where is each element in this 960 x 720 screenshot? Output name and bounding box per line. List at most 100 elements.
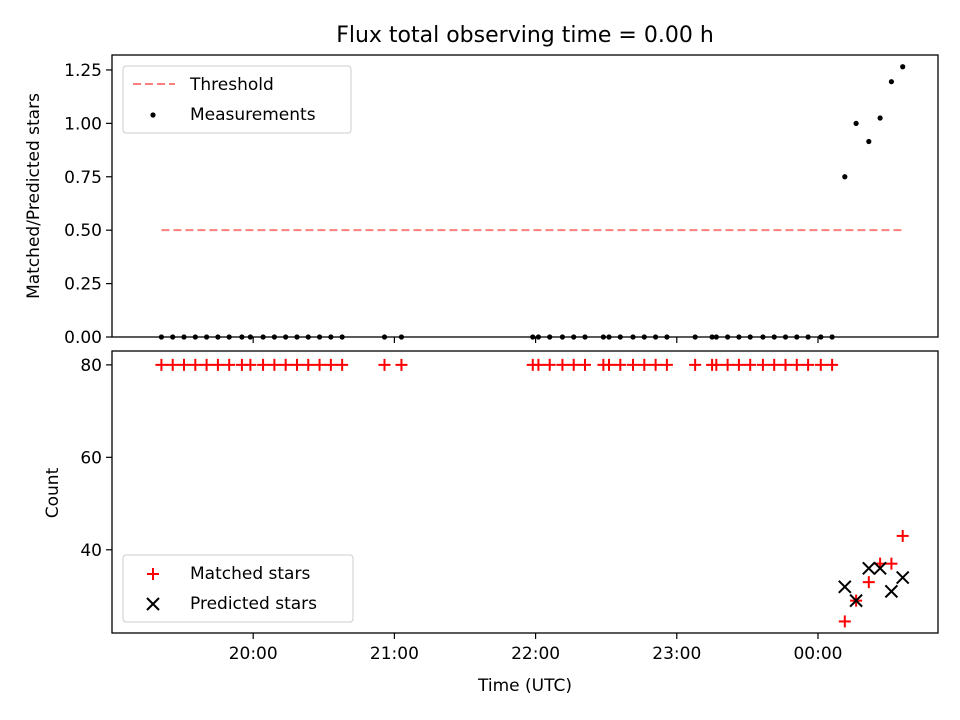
measurements-point [693,334,698,339]
matched-stars-point [556,359,568,371]
matched-stars-point [768,359,780,371]
matched-stars-point [544,359,556,371]
matched-stars-point [532,359,544,371]
matched-stars-point [189,359,201,371]
measurements-point [193,334,198,339]
top-y-tick-label: 1.00 [64,114,102,134]
measurements-point [170,334,175,339]
x-tick-label: 21:00 [370,644,419,664]
measurements-point [805,334,810,339]
measurements-point [399,334,404,339]
measurements-point [328,334,333,339]
measurements-point [725,334,730,339]
measurements-point [571,334,576,339]
x-tick-label: 22:00 [511,644,560,664]
x-axis-label: Time (UTC) [477,676,572,696]
measurements-point [601,334,606,339]
x-tick-label: 20:00 [229,644,278,664]
matched-stars-point [579,359,591,371]
legend-matched-label: Matched stars [190,564,310,584]
matched-stars-point [815,359,827,371]
matched-stars-point [603,359,615,371]
matched-stars-point [650,359,662,371]
measurements-point [653,334,658,339]
measurements-point [748,334,753,339]
measurements-point [630,334,635,339]
measurements-point [159,334,164,339]
top-y-tick-label: 0.00 [64,328,102,348]
measurements-point [340,334,345,339]
measurements-point [664,334,669,339]
matched-stars-point [780,359,792,371]
matched-stars-point [627,359,639,371]
measurements-point [582,334,587,339]
measurements-point [772,334,777,339]
measurements-point [260,334,265,339]
matched-stars-point [155,359,167,371]
measurements-point [536,334,541,339]
matched-stars-point [167,359,179,371]
matched-stars-point [897,530,909,542]
measurements-point [272,334,277,339]
legend-measurements-swatch [150,112,155,117]
matched-stars-point [863,576,875,588]
measurements-point [248,334,253,339]
measurements-point [215,334,220,339]
top-y-ticks: 0.00 0.25 0.50 0.75 1.00 1.25 [64,61,112,348]
matched-stars-point [268,359,280,371]
matched-stars-point [826,359,838,371]
measurements-point [317,334,322,339]
bottom-y-tick-label: 40 [80,541,102,561]
matched-stars-point [689,359,701,371]
measurements-point [204,334,209,339]
matched-stars-point [178,359,190,371]
matched-stars-point [885,558,897,570]
measurements-point [842,174,847,179]
measurements-point [794,334,799,339]
top-y-tick-label: 0.75 [64,168,102,188]
legend-measurements-label: Measurements [190,105,316,125]
predicted-stars-point [863,562,875,574]
bottom-legend: Matched stars Predicted stars [123,555,353,622]
measurements-point [900,64,905,69]
matched-stars-point [325,359,337,371]
figure-title: Flux total observing time = 0.00 h [336,23,714,48]
measurements-point [239,334,244,339]
measurements-point [854,121,859,126]
matched-stars-point [257,359,269,371]
measurements-point [547,334,552,339]
bottom-y-axis-label: Count [43,467,63,518]
matched-stars-point [336,359,348,371]
measurements-point [830,334,835,339]
measurements-point [878,115,883,120]
matched-stars-point [201,359,213,371]
top-legend: Threshold Measurements [123,66,351,133]
measurements-point [227,334,232,339]
predicted-stars-point [897,572,909,584]
matched-stars-point [244,359,256,371]
matched-stars-point [733,359,745,371]
top-y-axis-label: Matched/Predicted stars [24,93,44,299]
x-tick-label: 00:00 [793,644,842,664]
matched-stars-point [280,359,292,371]
measurements-point [283,334,288,339]
matched-stars-point [839,615,851,627]
matched-stars-point [395,359,407,371]
measurements-point [760,334,765,339]
measurements-point [530,334,535,339]
top-panel: 0.00 0.25 0.50 0.75 1.00 1.25 Matched/Predict… [24,55,938,348]
bottom-y-tick-label: 60 [80,448,102,468]
matched-stars-point [791,359,803,371]
matched-stars-point [302,359,314,371]
matched-stars-point [314,359,326,371]
matched-stars-point [661,359,673,371]
measurements-point [618,334,623,339]
x-tick-label: 23:00 [652,644,701,664]
matched-stars-point [291,359,303,371]
measurements-point [736,334,741,339]
predicted-stars-point [885,585,897,597]
matched-stars-point [379,359,391,371]
measurements-point [818,334,823,339]
matched-stars-point [614,359,626,371]
